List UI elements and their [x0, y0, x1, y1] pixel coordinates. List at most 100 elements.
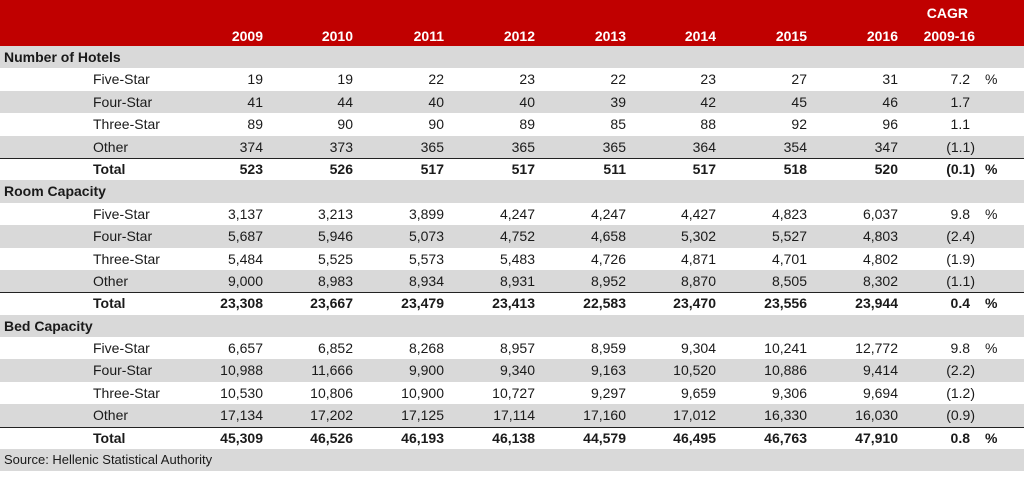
value-cell: 6,852	[317, 340, 353, 357]
value-cell: 23,413	[492, 295, 535, 312]
value-cell: 19	[247, 71, 263, 88]
cagr-cell: 0.8	[950, 429, 970, 446]
value-cell: 8,505	[771, 272, 807, 289]
value-cell: 9,304	[680, 340, 716, 357]
value-cell: 46,193	[401, 429, 444, 446]
value-cell: 5,527	[771, 228, 807, 245]
cagr-cell: (2.2)	[946, 362, 975, 379]
value-cell: 44,579	[583, 429, 626, 446]
section-header: Number of Hotels	[0, 46, 1024, 69]
row-label: Four-Star	[93, 228, 153, 245]
value-cell: 10,886	[764, 362, 807, 379]
source-note: Source: Hellenic Statistical Authority	[4, 452, 213, 468]
section-title: Room Capacity	[4, 183, 106, 200]
value-cell: 47,910	[855, 429, 898, 446]
row-label: Five-Star	[93, 340, 150, 357]
value-cell: 17,114	[493, 407, 535, 424]
value-cell: 6,037	[862, 205, 898, 222]
value-cell: 8,870	[680, 272, 716, 289]
value-cell: 517	[511, 160, 535, 177]
year-header: 2012	[503, 28, 535, 44]
value-cell: 365	[602, 138, 626, 155]
total-row: Total 45,309 46,526 46,193 46,138 44,579 46,49…	[0, 426, 1024, 449]
value-cell: 9,000	[227, 272, 263, 289]
value-cell: 23	[700, 71, 716, 88]
year-header: 2011	[413, 28, 444, 44]
cagr-cell: (1.9)	[946, 250, 975, 267]
section-title: Number of Hotels	[4, 49, 121, 65]
value-cell: 4,247	[499, 205, 535, 222]
cagr-cell: 9.8	[950, 340, 970, 357]
section-title: Bed Capacity	[4, 317, 93, 334]
value-cell: 8,268	[408, 340, 444, 357]
value-cell: 10,530	[220, 384, 263, 401]
value-cell: 4,427	[680, 205, 716, 222]
value-cell: 354	[783, 138, 807, 155]
row-label: Three-Star	[93, 384, 160, 401]
hotel-statistics-table: CAGR 2009-16 2009 2010 2011 2012 2013 2014 201…	[0, 0, 1024, 472]
cagr-cell: 0.4	[950, 295, 970, 312]
value-cell: 23,667	[310, 295, 353, 312]
value-cell: 46	[882, 93, 898, 110]
value-cell: 4,823	[771, 205, 807, 222]
value-cell: 40	[428, 93, 444, 110]
cagr-cell: (1.2)	[946, 384, 975, 401]
value-cell: 5,946	[317, 228, 353, 245]
value-cell: 8,959	[590, 340, 626, 357]
value-cell: 10,900	[401, 384, 444, 401]
cagr-cell: (0.1)	[946, 160, 975, 177]
value-cell: 523	[239, 160, 263, 177]
value-cell: 511	[603, 160, 626, 177]
value-cell: 8,931	[499, 272, 535, 289]
value-cell: 46,763	[764, 429, 807, 446]
value-cell: 42	[700, 93, 716, 110]
row-label: Total	[93, 429, 126, 446]
value-cell: 5,525	[317, 250, 353, 267]
value-cell: 10,520	[673, 362, 716, 379]
value-cell: 9,306	[771, 384, 807, 401]
value-cell: 8,302	[862, 272, 898, 289]
year-header: 2010	[321, 28, 353, 44]
cagr-period-header: 2009-16	[923, 28, 975, 44]
value-cell: 16,330	[764, 407, 807, 424]
value-cell: 46,526	[310, 429, 353, 446]
table-header: CAGR 2009-16 2009 2010 2011 2012 2013 2014 201…	[0, 0, 1024, 46]
row-label: Five-Star	[93, 71, 150, 88]
value-cell: 10,806	[310, 384, 353, 401]
cagr-cell: 7.2	[950, 71, 970, 88]
row-label: Three-Star	[93, 250, 160, 267]
value-cell: 46,138	[492, 429, 535, 446]
value-cell: 517	[692, 160, 716, 177]
value-cell: 9,694	[862, 384, 898, 401]
value-cell: 518	[783, 160, 807, 177]
value-cell: 365	[420, 138, 444, 155]
value-cell: 8,952	[590, 272, 626, 289]
value-cell: 365	[511, 138, 535, 155]
value-cell: 17,125	[401, 407, 444, 424]
value-cell: 8,957	[499, 340, 535, 357]
value-cell: 23,944	[855, 295, 898, 312]
row-label: Other	[93, 407, 129, 424]
value-cell: 17,202	[310, 407, 353, 424]
cagr-unit: %	[985, 295, 998, 312]
table-row: Other 17,134 17,202 17,125 17,114 17,160 17,01…	[0, 404, 1024, 427]
cagr-cell: (1.1)	[946, 138, 975, 155]
value-cell: 23	[519, 71, 535, 88]
value-cell: 364	[692, 138, 716, 155]
value-cell: 9,659	[680, 384, 716, 401]
row-label: Total	[93, 295, 126, 312]
value-cell: 374	[239, 138, 263, 155]
value-cell: 11,666	[311, 362, 353, 379]
section-header: Room Capacity	[0, 180, 1024, 203]
value-cell: 5,484	[227, 250, 263, 267]
cagr-unit: %	[985, 340, 998, 357]
row-label: Three-Star	[93, 116, 160, 133]
value-cell: 45	[791, 93, 807, 110]
value-cell: 10,988	[220, 362, 263, 379]
table-row: Other 9,000 8,983 8,934 8,931 8,952 8,870 8,505…	[0, 269, 1024, 293]
value-cell: 89	[519, 116, 535, 133]
value-cell: 4,803	[862, 228, 898, 245]
value-cell: 9,900	[408, 362, 444, 379]
row-label: Other	[93, 138, 129, 155]
value-cell: 10,727	[492, 384, 535, 401]
